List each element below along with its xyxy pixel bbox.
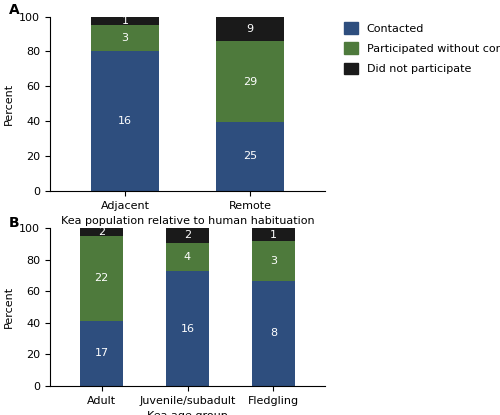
Bar xyxy=(216,42,284,122)
Bar xyxy=(252,281,295,386)
Bar xyxy=(80,236,123,320)
Y-axis label: Percent: Percent xyxy=(4,83,14,125)
Bar xyxy=(252,242,295,281)
Bar xyxy=(166,271,209,386)
Text: 8: 8 xyxy=(270,328,277,338)
Bar xyxy=(216,17,284,42)
Text: A: A xyxy=(9,2,20,17)
Bar xyxy=(80,320,123,386)
Text: 17: 17 xyxy=(94,348,108,358)
Text: 2: 2 xyxy=(98,227,105,237)
Text: 9: 9 xyxy=(246,24,254,34)
Text: 4: 4 xyxy=(184,252,191,262)
Text: 1: 1 xyxy=(122,16,128,26)
Text: 16: 16 xyxy=(118,116,132,126)
Bar xyxy=(166,228,209,243)
Text: 2: 2 xyxy=(184,230,191,240)
Text: 22: 22 xyxy=(94,273,108,283)
Text: 25: 25 xyxy=(243,151,257,161)
Text: 3: 3 xyxy=(122,33,128,44)
Bar xyxy=(216,122,284,191)
Bar xyxy=(90,25,160,51)
Bar xyxy=(252,228,295,242)
Y-axis label: Percent: Percent xyxy=(4,286,14,328)
X-axis label: Kea population relative to human habituation: Kea population relative to human habitua… xyxy=(60,216,314,226)
Text: 16: 16 xyxy=(180,324,194,334)
Text: 3: 3 xyxy=(270,256,277,266)
X-axis label: Kea age group: Kea age group xyxy=(147,411,228,415)
Text: B: B xyxy=(9,216,20,229)
Text: 29: 29 xyxy=(243,77,257,87)
Bar xyxy=(166,243,209,271)
Bar xyxy=(80,228,123,236)
Bar xyxy=(90,51,160,191)
Bar xyxy=(90,17,160,25)
Text: 1: 1 xyxy=(270,230,277,240)
Legend: Contacted, Participated without contact, Did not participate: Contacted, Participated without contact,… xyxy=(344,22,500,74)
